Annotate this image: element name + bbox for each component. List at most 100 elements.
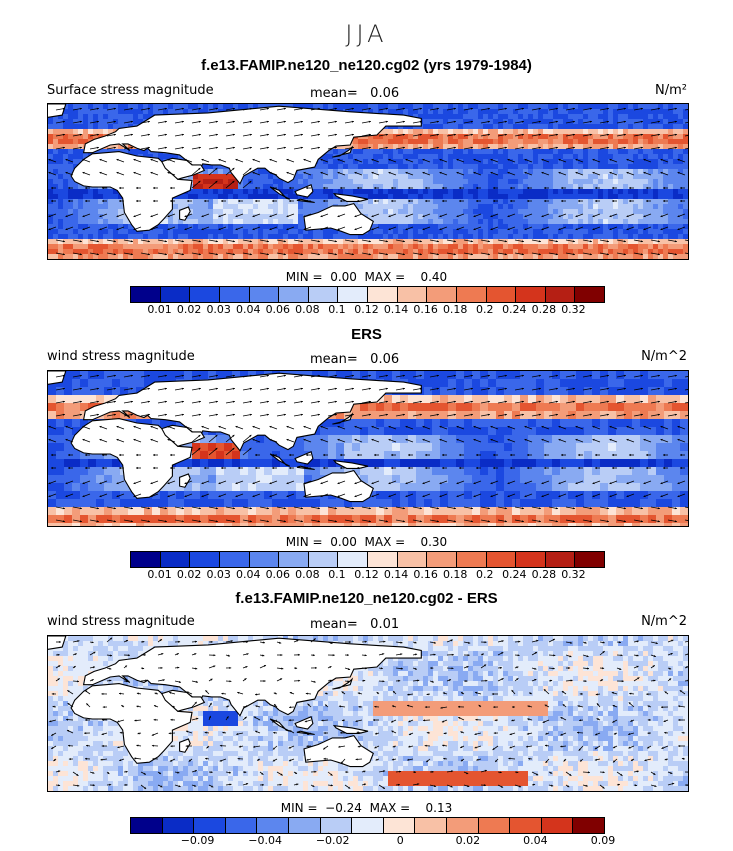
panel-3-variable-label: wind stress magnitude xyxy=(47,614,195,629)
colorbar-swatch xyxy=(352,818,384,833)
colorbar-swatch xyxy=(516,552,546,567)
panel-2-max-label: MAX = xyxy=(364,535,406,549)
colorbar-tick-label: 0.16 xyxy=(413,568,438,581)
colorbar-tick-label: 0.18 xyxy=(442,568,468,581)
panel-1-colorbar xyxy=(130,286,605,303)
colorbar-swatch xyxy=(338,287,368,302)
colorbar-tick-label: 0.02 xyxy=(455,834,481,847)
panel-2-mean: mean= 0.06 xyxy=(310,352,399,367)
colorbar-tick-label: 0.18 xyxy=(442,303,468,316)
colorbar-swatch xyxy=(160,287,191,302)
colorbar-swatch xyxy=(486,552,517,567)
panel-2-min-value: 0.00 xyxy=(330,535,357,549)
coastline xyxy=(82,105,422,185)
colorbar-swatch xyxy=(279,287,309,302)
colorbar-swatch xyxy=(160,552,191,567)
colorbar-swatch xyxy=(456,287,487,302)
colorbar-swatch xyxy=(308,287,339,302)
colorbar-tick-label: 0.01 xyxy=(147,303,172,316)
colorbar-tick-label: 0.28 xyxy=(531,568,557,581)
colorbar-tick-label: 0.01 xyxy=(147,568,172,581)
panel-2-map-svg xyxy=(48,371,688,526)
colorbar-swatch xyxy=(383,818,416,833)
coastline xyxy=(179,738,191,753)
colorbar-swatch xyxy=(541,818,574,833)
colorbar-tick-label: 0.02 xyxy=(176,568,202,581)
coastline xyxy=(48,371,67,385)
coastline xyxy=(48,104,67,118)
colorbar-swatch xyxy=(427,552,457,567)
panel-2-units: N/m^2 xyxy=(641,349,687,364)
panel-2-colorbar xyxy=(130,551,605,568)
panel-3-min-value: −0.24 xyxy=(325,801,362,815)
colorbar-tick-label: 0.14 xyxy=(383,303,409,316)
panel-3-map xyxy=(47,635,689,792)
colorbar-tick-label: 0.03 xyxy=(206,303,231,316)
colorbar-tick-label: 0.06 xyxy=(265,303,291,316)
colorbar-tick-label: 0.32 xyxy=(561,568,586,581)
panel-2-variable-label: wind stress magnitude xyxy=(47,349,195,364)
land-masses xyxy=(48,104,422,236)
colorbar-tick-label: 0.14 xyxy=(383,568,409,581)
panel-1-mean-value: 0.06 xyxy=(370,86,400,101)
coastline xyxy=(332,724,369,734)
panel-2-max-value: 0.30 xyxy=(420,535,448,549)
panel-3-title: f.e13.FAMIP.ne120_ne120.cg02 - ERS xyxy=(235,590,498,607)
panel-1-colorbar-ticks: 0.01 0.02 0.03 0.04 0.06 0.08 0.1 0.12 0.14 0.16 0… xyxy=(130,303,603,317)
colorbar-tick-label: 0.04 xyxy=(236,303,261,316)
wind-vectors xyxy=(48,107,688,256)
colorbar-tick-label: 0.02 xyxy=(176,303,202,316)
panel-1-min-label: MIN = xyxy=(285,270,323,284)
panel-1-minmax: MIN = 0.00 MAX = 0.40 xyxy=(0,270,733,284)
panel-2-mean-label: mean= xyxy=(310,352,358,367)
coastline xyxy=(294,716,314,730)
colorbar-swatch xyxy=(338,552,368,567)
coastline xyxy=(82,372,422,452)
panel-2-colorbar-ticks: 0.01 0.02 0.03 0.04 0.06 0.08 0.1 0.12 0.14 0.16 0… xyxy=(130,568,603,582)
colorbar-tick-label: 0.04 xyxy=(236,568,261,581)
colorbar-tick-label: 0.03 xyxy=(206,568,231,581)
panel-3-units: N/m^2 xyxy=(641,614,687,629)
colorbar-swatch xyxy=(190,552,220,567)
colorbar-swatch xyxy=(545,287,576,302)
colorbar-swatch xyxy=(225,818,258,833)
coastline xyxy=(269,718,291,732)
panel-3-colorbar xyxy=(130,817,605,834)
colorbar-tick-label: 0.24 xyxy=(502,303,527,316)
colorbar-tick-label: 0.08 xyxy=(295,303,320,316)
colorbar-swatch xyxy=(368,287,398,302)
colorbar-swatch xyxy=(249,287,280,302)
colorbar-swatch xyxy=(575,552,604,567)
colorbar-swatch xyxy=(478,818,511,833)
colorbar-tick-label: 0.1 xyxy=(328,303,346,316)
colorbar-tick-label: 0.2 xyxy=(476,303,494,316)
colorbar-tick-label: 0.32 xyxy=(561,303,586,316)
land-masses xyxy=(48,371,422,503)
colorbar-tick-label: 0.16 xyxy=(413,303,438,316)
colorbar-tick-label: −0.09 xyxy=(180,834,215,847)
panel-3-minmax: MIN = −0.24 MAX = 0.13 xyxy=(0,801,733,815)
colorbar-swatch xyxy=(397,287,428,302)
coastline xyxy=(269,453,291,467)
panel-1-max-label: MAX = xyxy=(364,270,406,284)
colorbar-swatch xyxy=(162,818,195,833)
colorbar-tick-label: 0.12 xyxy=(354,303,379,316)
colorbar-tick-label: 0 xyxy=(396,834,404,847)
panel-1-mean-label: mean= xyxy=(310,86,358,101)
panel-2-map xyxy=(47,370,689,527)
coastline xyxy=(296,198,315,204)
colorbar-swatch xyxy=(219,287,250,302)
colorbar-swatch xyxy=(308,552,339,567)
colorbar-swatch xyxy=(575,287,604,302)
panel-1-min-value: 0.00 xyxy=(330,270,357,284)
colorbar-swatch xyxy=(194,818,226,833)
colorbar-swatch xyxy=(279,552,309,567)
panel-3-mean-value: 0.01 xyxy=(370,617,400,632)
colorbar-tick-label: 0.2 xyxy=(476,568,494,581)
panel-1-max-value: 0.40 xyxy=(420,270,448,284)
panel-3-mean-label: mean= xyxy=(310,617,358,632)
colorbar-swatch xyxy=(257,818,289,833)
coastline xyxy=(296,465,315,471)
panel-3-max-value: 0.13 xyxy=(425,801,453,815)
colorbar-tick-label: 0.09 xyxy=(590,834,616,847)
